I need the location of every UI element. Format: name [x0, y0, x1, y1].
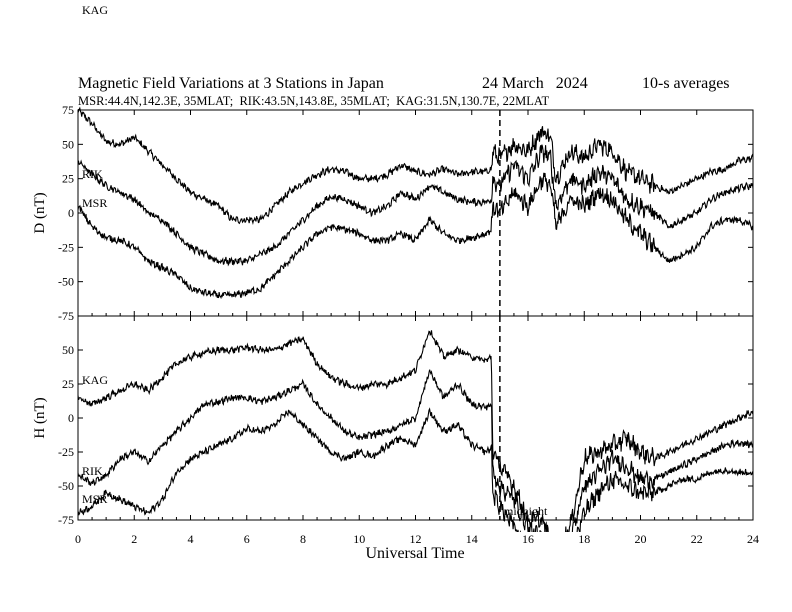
y-tick-label: 25: [62, 172, 74, 186]
series-line-rik: [78, 144, 753, 267]
y-tick-label: 0: [68, 411, 74, 425]
series-label-kag: KAG: [82, 3, 108, 17]
series-group: [78, 330, 753, 532]
y-tick-label: 50: [62, 137, 74, 151]
y-tick-label: 0: [68, 206, 74, 220]
y-tick-label: -25: [58, 240, 74, 254]
y-tick-label: -75: [58, 309, 74, 323]
d-component-panel: 75 50 25 0 -25 -50 -75 KAG RIK MSR: [58, 3, 754, 323]
series-line-msr: [78, 407, 753, 532]
station-coordinates: MSR:44.4N,142.3E, 35MLAT; RIK:43.5N,143.…: [78, 94, 550, 108]
y-tick-label: 75: [62, 103, 74, 117]
y-tick-label: -50: [58, 479, 74, 493]
y-tick-label: -25: [58, 445, 74, 459]
x-tick-label: 16: [522, 532, 534, 546]
x-tick-label: 24: [747, 532, 759, 546]
x-tick-label: 2: [131, 532, 137, 546]
x-tick-label: 20: [635, 532, 647, 546]
x-tick-label: 22: [691, 532, 703, 546]
x-tick-label: 4: [188, 532, 194, 546]
x-axis: 0 2 4 6 8 10 12 14 16 18 20 22 24: [75, 532, 759, 546]
series-label-msr: MSR: [82, 196, 107, 210]
d-axis-label: D (nT): [32, 192, 48, 233]
chart-averaging: 10-s averages: [642, 75, 730, 92]
chart-title: Magnetic Field Variations at 3 Stations …: [78, 75, 384, 92]
y-tick-label: 50: [62, 343, 74, 357]
series-label-rik: RIK: [82, 167, 103, 181]
series-label-kag: KAG: [82, 373, 108, 387]
midnight-label: midnight: [504, 504, 548, 518]
x-tick-label: 10: [353, 532, 365, 546]
x-tick-label: 0: [75, 532, 81, 546]
x-tick-label: 14: [466, 532, 478, 546]
y-tick-label: 25: [62, 377, 74, 391]
series-group: [78, 106, 753, 300]
series-line-kag: [78, 330, 753, 532]
h-component-panel: 50 25 0 -25 -50 -75 KAG RIK MSR: [58, 315, 754, 532]
series-line-rik: [78, 369, 753, 532]
x-tick-label: 8: [300, 532, 306, 546]
series-line-msr: [78, 172, 753, 300]
x-tick-label: 6: [244, 532, 250, 546]
y-tick-label: -75: [58, 513, 74, 527]
h-axis-label: H (nT): [32, 397, 48, 438]
series-label-msr: MSR: [82, 492, 107, 506]
series-line-kag: [78, 106, 753, 226]
x-axis-label: Universal Time: [365, 545, 464, 562]
x-tick-label: 18: [578, 532, 590, 546]
x-tick-label: 12: [410, 532, 422, 546]
chart-date: 24 March 2024: [482, 75, 588, 92]
y-tick-label: -50: [58, 275, 74, 289]
series-label-rik: RIK: [82, 464, 103, 478]
